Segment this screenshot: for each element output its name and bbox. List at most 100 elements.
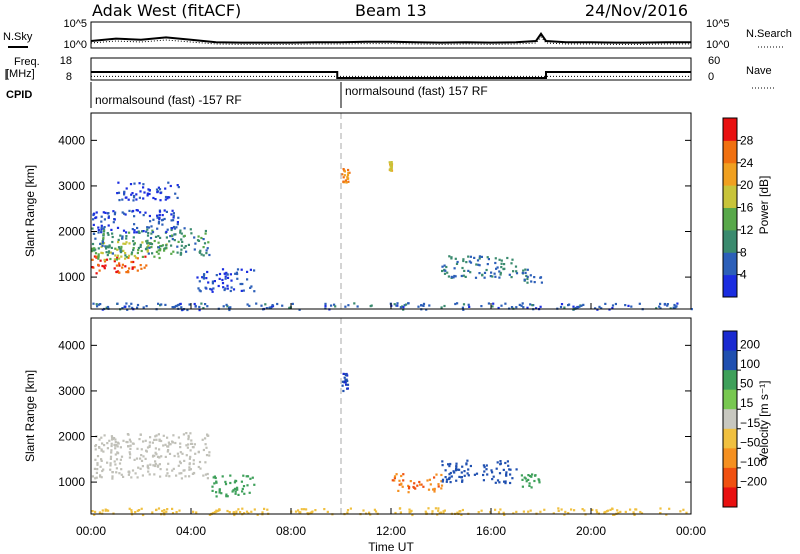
- range-gate-cell: [343, 174, 346, 177]
- freq-label-line1: Freq.: [14, 56, 40, 68]
- range-gate-cell: [522, 306, 525, 309]
- range-gate-cell: [225, 271, 228, 274]
- range-gate-cell: [222, 305, 225, 308]
- range-gate-cell: [171, 441, 174, 444]
- range-gate-cell: [226, 273, 229, 276]
- range-gate-cell: [324, 305, 327, 308]
- range-gate-cell: [347, 180, 350, 183]
- range-gate-cell: [241, 282, 244, 286]
- range-gate-cell: [341, 173, 344, 176]
- range-gate-cell: [102, 234, 105, 237]
- range-gate-cell: [504, 461, 507, 465]
- range-gate-cell: [499, 273, 502, 276]
- range-gate-cell: [208, 513, 211, 516]
- range-gate-cell: [440, 473, 443, 477]
- range-gate-cell: [103, 260, 107, 263]
- range-gate-cell: [560, 508, 563, 511]
- range-gate-cell: [91, 475, 95, 478]
- range-gate-cell: [161, 214, 164, 217]
- x-tick-label: 20:00: [576, 524, 606, 538]
- range-gate-cell: [467, 269, 470, 272]
- range-gate-cell: [118, 199, 121, 202]
- range-gate-cell: [180, 248, 183, 251]
- range-gate-cell: [121, 266, 124, 269]
- range-gate-cell: [253, 269, 256, 272]
- range-gate-cell: [94, 237, 97, 240]
- range-gate-cell: [213, 280, 216, 283]
- range-gate-cell: [496, 461, 499, 464]
- velocity-y-ticks: 1000 2000 3000 4000: [58, 338, 691, 489]
- range-gate-cell: [157, 507, 161, 510]
- range-gate-cell: [598, 305, 601, 308]
- range-gate-cell: [125, 235, 128, 238]
- range-gate-cell: [448, 476, 451, 479]
- range-gate-cell: [413, 486, 416, 489]
- range-gate-cell: [91, 242, 95, 246]
- range-gate-cell: [291, 302, 294, 305]
- range-gate-cell: [177, 436, 180, 439]
- range-gate-cell: [523, 278, 526, 282]
- range-gate-cell: [166, 508, 169, 511]
- range-gate-cell: [236, 272, 239, 276]
- range-gate-cell: [162, 434, 165, 437]
- range-gate-cell: [502, 511, 505, 514]
- range-gate-cell: [409, 510, 412, 513]
- range-gate-cell: [241, 507, 244, 510]
- range-gate-cell: [485, 268, 488, 272]
- range-gate-cell: [91, 258, 94, 261]
- range-gate-cell: [214, 510, 217, 513]
- range-gate-cell: [149, 220, 152, 223]
- range-gate-cell: [462, 274, 465, 277]
- range-gate-cell: [139, 264, 142, 267]
- range-gate-cell: [179, 442, 182, 445]
- range-gate-cell: [194, 242, 197, 245]
- range-gate-cell: [133, 254, 136, 258]
- range-gate-cell: [97, 231, 100, 234]
- range-gate-cell: [117, 246, 121, 249]
- range-gate-cell: [183, 246, 186, 249]
- range-gate-cell: [215, 491, 218, 494]
- range-gate-cell: [165, 510, 168, 513]
- range-gate-cell: [103, 267, 106, 270]
- range-gate-cell: [125, 231, 128, 234]
- range-gate-cell: [183, 234, 186, 237]
- range-gate-cell: [347, 171, 350, 174]
- range-gate-cell: [109, 468, 112, 471]
- range-gate-cell: [237, 508, 240, 511]
- range-gate-cell: [142, 183, 145, 186]
- range-gate-cell: [440, 306, 443, 309]
- range-gate-cell: [128, 438, 131, 441]
- range-gate-cell: [433, 476, 436, 479]
- range-gate-cell: [454, 275, 457, 278]
- range-gate-cell: [164, 455, 167, 458]
- range-gate-cell: [128, 267, 131, 270]
- nave-tick-top: 60: [708, 55, 720, 67]
- range-gate-cell: [407, 491, 410, 494]
- range-gate-cell: [211, 485, 214, 488]
- range-gate-cell: [137, 249, 140, 252]
- range-gate-cell: [147, 231, 150, 235]
- range-gate-cell: [560, 303, 564, 306]
- range-gate-cell: [164, 247, 167, 250]
- range-gate-cell: [95, 303, 98, 306]
- range-gate-cell: [504, 482, 507, 485]
- range-gate-cell: [171, 512, 175, 515]
- range-gate-cell: [149, 237, 153, 240]
- range-gate-cell: [156, 214, 159, 217]
- range-gate-cell: [104, 264, 107, 267]
- range-gate-cell: [125, 302, 128, 305]
- range-gate-cell: [478, 272, 481, 275]
- range-gate-cell: [136, 476, 139, 479]
- power-colorbar-label: Power [dB]: [757, 176, 771, 235]
- range-gate-cell: [116, 192, 119, 195]
- range-gate-cell: [458, 468, 461, 471]
- range-gate-cell: [443, 509, 446, 512]
- range-gate-cell: [135, 209, 138, 212]
- range-gate-cell: [469, 261, 473, 264]
- range-gate-cell: [164, 443, 167, 446]
- range-gate-cell: [116, 254, 120, 257]
- range-gate-cell: [206, 433, 209, 436]
- range-gate-cell: [462, 303, 466, 306]
- colorbar-cell: [723, 162, 737, 186]
- range-gate-cell: [131, 267, 134, 270]
